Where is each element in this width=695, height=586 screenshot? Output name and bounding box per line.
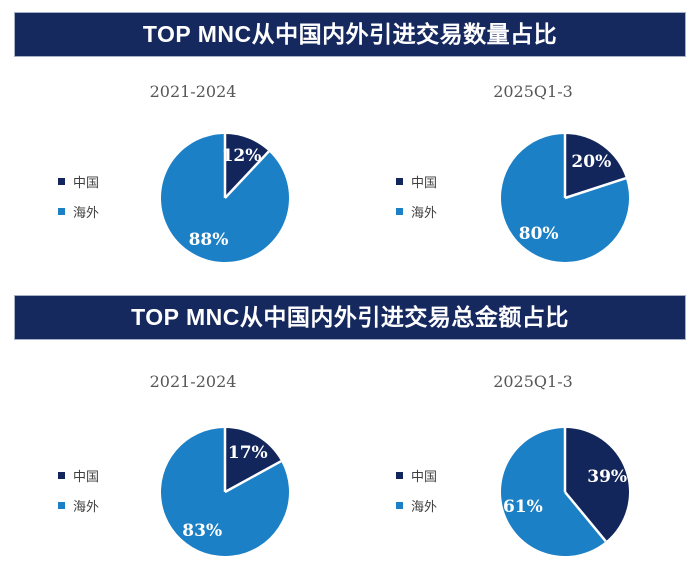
legend-item-china: 中国 [396, 172, 437, 191]
pie-chart-count-2021-2024: 12% 88% [160, 134, 289, 262]
legend-count-2025q1-3: 中国 海外 [396, 172, 437, 232]
legend-item-overseas: 海外 [58, 202, 99, 221]
period-label-count-2021-2024: 2021-2024 [149, 82, 237, 101]
legend-item-china: 中国 [58, 172, 99, 191]
pie-chart-value-2021-2024: 17% 83% [160, 428, 289, 556]
legend-item-china: 中国 [396, 466, 437, 485]
pie-slice-label: 39% [587, 466, 628, 487]
legend-item-china: 中国 [58, 466, 99, 485]
period-label-value-2021-2024: 2021-2024 [149, 372, 237, 391]
period-label-value-2025q1-3: 2025Q1-3 [493, 372, 573, 391]
pie-slice-label: 80% [518, 224, 559, 245]
legend-swatch-overseas-icon [58, 502, 65, 509]
legend-label-overseas: 海外 [73, 500, 100, 515]
legend-label-china: 中国 [73, 176, 100, 191]
pie-slice-label: 61% [502, 497, 543, 518]
legend-label-china: 中国 [411, 176, 438, 191]
pie-slice-label: 12% [221, 146, 262, 167]
pie-slice-label: 20% [571, 151, 612, 172]
legend-label-china: 中国 [411, 470, 438, 485]
legend-item-overseas: 海外 [396, 496, 437, 515]
legend-value-2025q1-3: 中国 海外 [396, 466, 437, 526]
legend-item-overseas: 海外 [58, 496, 99, 515]
pie-chart-value-2025q1-3: 39% 61% [501, 428, 629, 556]
legend-swatch-overseas-icon [396, 502, 403, 509]
pie-slice-label: 83% [182, 520, 223, 541]
section-title-banner-deal-count: TOP MNC从中国内外引进交易数量占比 [14, 12, 686, 57]
legend-swatch-china-icon [58, 178, 65, 185]
pie-chart-count-2025q1-3: 20% 80% [501, 134, 629, 262]
legend-value-2021-2024: 中国 海外 [58, 466, 99, 526]
legend-count-2021-2024: 中国 海外 [58, 172, 99, 232]
pie-slice-label: 88% [188, 229, 229, 250]
legend-label-overseas: 海外 [411, 206, 438, 221]
legend-label-overseas: 海外 [411, 500, 438, 515]
legend-label-china: 中国 [73, 470, 100, 485]
pie-slice-label: 17% [227, 443, 268, 464]
period-label-count-2025q1-3: 2025Q1-3 [493, 82, 573, 101]
legend-swatch-overseas-icon [58, 208, 65, 215]
legend-swatch-china-icon [396, 472, 403, 479]
legend-swatch-china-icon [58, 472, 65, 479]
legend-label-overseas: 海外 [73, 206, 100, 221]
legend-item-overseas: 海外 [396, 202, 437, 221]
legend-swatch-overseas-icon [396, 208, 403, 215]
section-title-banner-deal-value: TOP MNC从中国内外引进交易总金额占比 [14, 295, 686, 340]
legend-swatch-china-icon [396, 178, 403, 185]
